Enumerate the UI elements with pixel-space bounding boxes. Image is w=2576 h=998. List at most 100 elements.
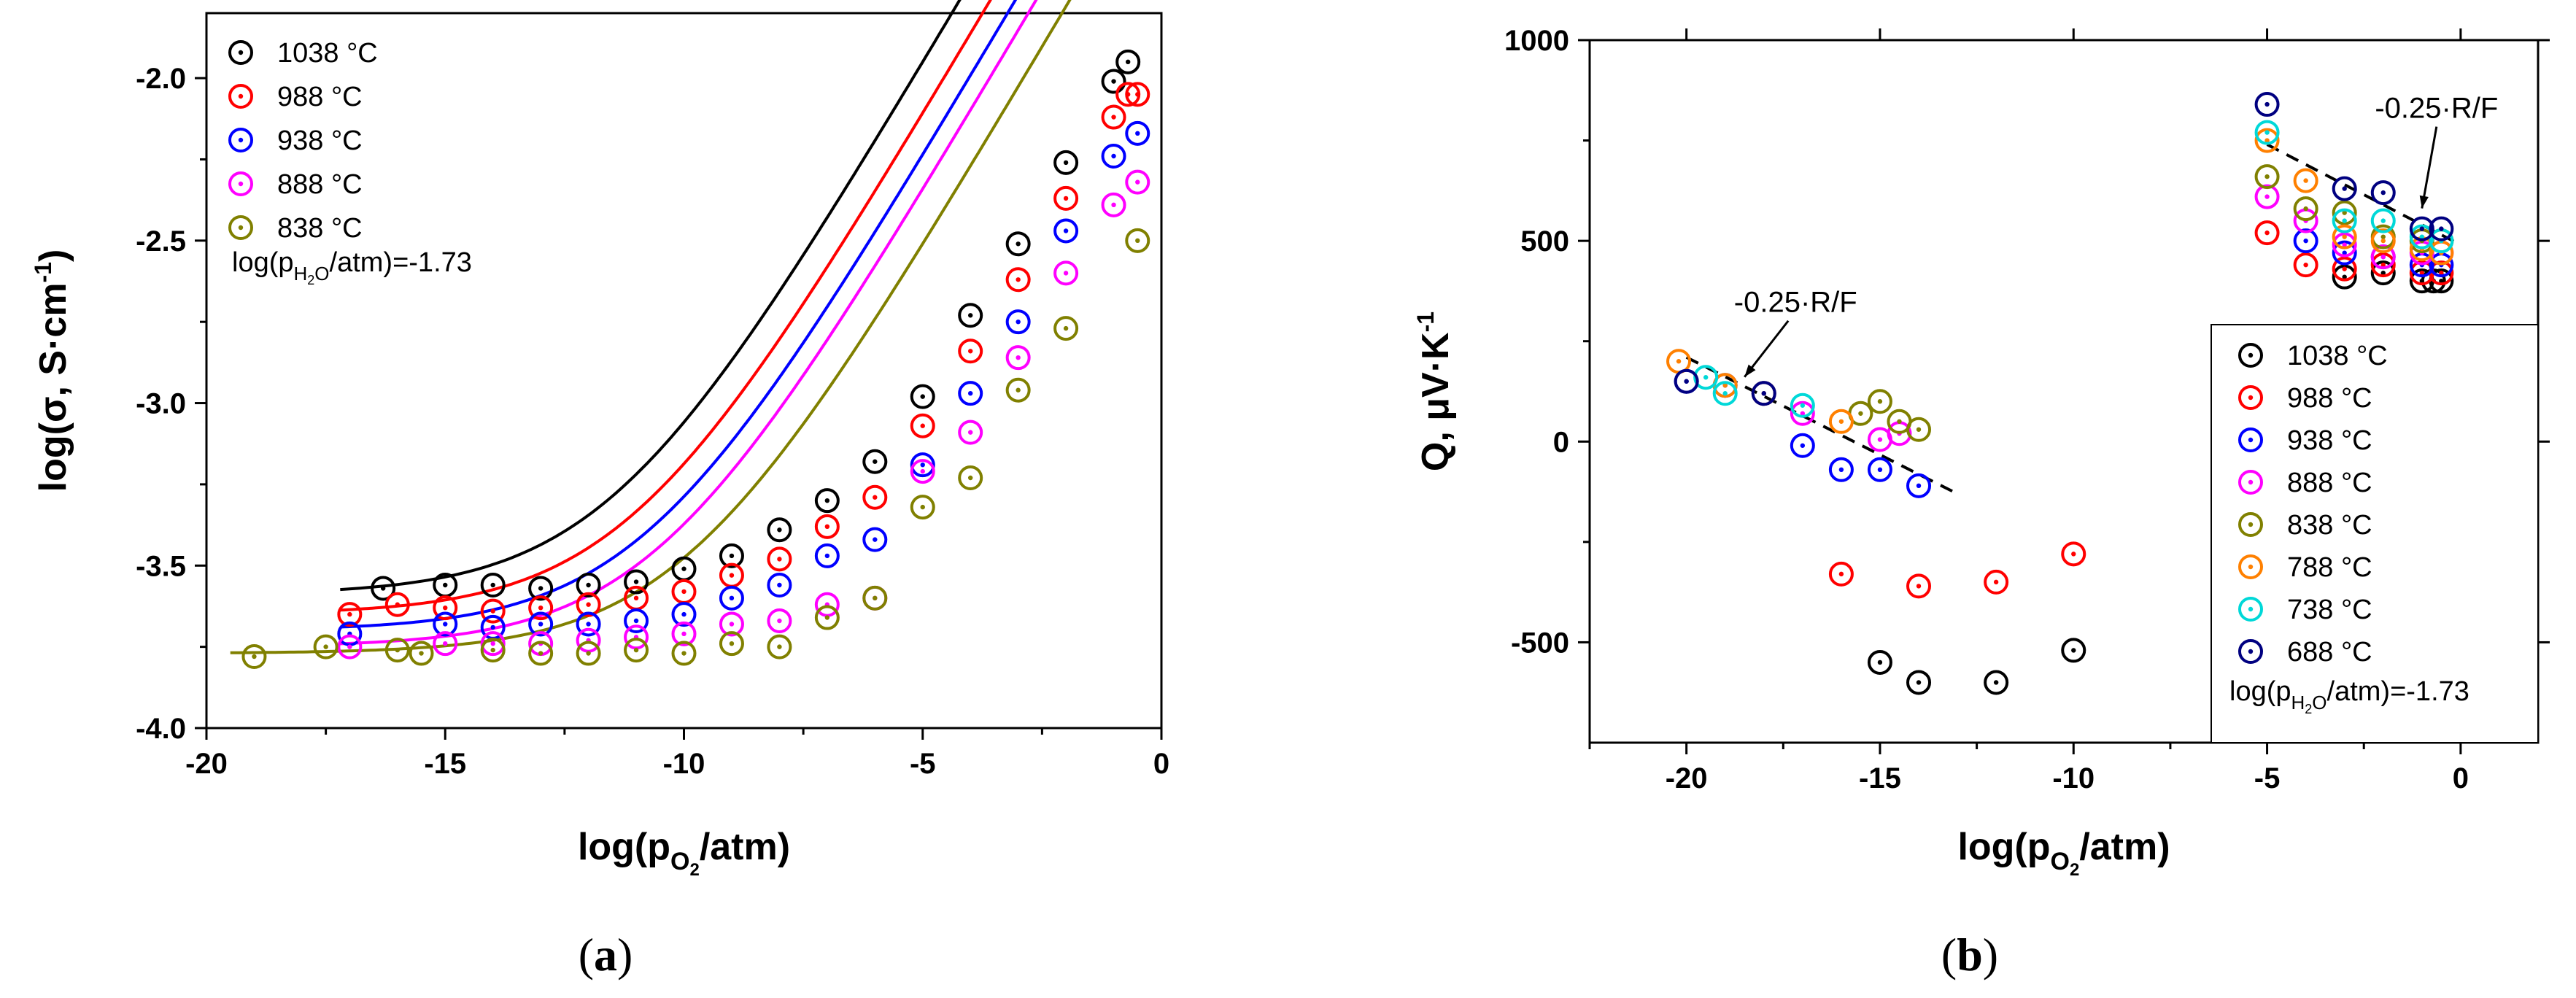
- data-point: [1053, 185, 1079, 211]
- data-point-ring: [1712, 381, 1738, 406]
- data-point: [767, 608, 792, 633]
- legend-label: 1038 °C: [2287, 341, 2388, 371]
- data-point: [1053, 260, 1079, 286]
- data-point-dot: [2380, 238, 2386, 244]
- data-point-dot: [2264, 174, 2270, 179]
- data-point-ring: [528, 576, 554, 601]
- data-point-ring: [1053, 185, 1079, 211]
- data-point-dot: [2264, 194, 2270, 199]
- data-point: [1674, 368, 1699, 394]
- data-point-dot: [2439, 226, 2444, 231]
- data-point-dot: [443, 641, 448, 646]
- data-point-ring: [814, 514, 840, 539]
- data-point: [862, 484, 888, 510]
- data-point-ring: [958, 465, 983, 490]
- data-point-ring: [409, 641, 434, 666]
- data-point-dot: [1916, 483, 1922, 489]
- data-point-ring: [958, 419, 983, 445]
- data-point-ring: [1101, 144, 1126, 169]
- data-point: [2332, 264, 2357, 290]
- data-point-ring: [480, 573, 506, 597]
- data-point: [814, 543, 840, 568]
- legend-marker-ring: [2238, 512, 2263, 537]
- data-point-dot: [1684, 379, 1689, 384]
- data-point: [624, 608, 649, 633]
- data-point-dot: [380, 586, 386, 591]
- data-point-dot: [538, 622, 544, 627]
- data-point-dot: [1761, 391, 1766, 396]
- data-point: [2332, 176, 2357, 201]
- legend-marker-ring: [2238, 428, 2263, 452]
- data-point: [1125, 228, 1150, 253]
- series-2: [337, 120, 1150, 646]
- data-point-ring: [1693, 365, 1719, 390]
- data-point-ring: [814, 543, 840, 568]
- data-point-dot: [2439, 270, 2444, 276]
- data-point-dot: [2264, 230, 2270, 236]
- data-point-dot: [1877, 399, 1883, 404]
- data-point: [958, 381, 983, 406]
- data-point-ring: [2254, 220, 2280, 246]
- data-point: [480, 631, 506, 657]
- data-point-ring: [371, 576, 396, 601]
- data-point-dot: [443, 582, 448, 588]
- x-tick-label: 0: [2453, 762, 2469, 794]
- data-point-ring: [2293, 196, 2318, 222]
- series-1: [337, 82, 1150, 627]
- data-point-dot: [2264, 130, 2270, 135]
- data-point-dot: [1722, 383, 1728, 388]
- slope-line-0: [1685, 355, 1958, 495]
- legend-label: 1038 °C: [277, 38, 378, 69]
- pH2O-annotation: log(pH2O/atm)=-1.73: [232, 247, 472, 287]
- data-point-dot: [1111, 153, 1116, 159]
- series-7: [1674, 92, 2454, 406]
- data-point-ring: [910, 413, 935, 438]
- data-point: [671, 641, 697, 666]
- data-point-dot: [2419, 270, 2425, 276]
- data-point-dot: [586, 582, 591, 588]
- legend-marker: [2238, 639, 2263, 664]
- data-point-ring: [767, 573, 792, 597]
- data-point-dot: [2303, 178, 2308, 183]
- data-point: [1906, 573, 1932, 599]
- legend-marker-dot: [238, 137, 244, 143]
- data-point: [862, 449, 888, 474]
- data-point-dot: [729, 641, 735, 646]
- data-point-dot: [1838, 419, 1844, 424]
- y-tick-label: 0: [1553, 426, 1569, 458]
- legend-marker: [228, 215, 253, 240]
- data-point: [1053, 218, 1079, 244]
- data-point: [528, 611, 554, 637]
- data-point: [1828, 561, 1854, 587]
- slope-label-1: -0.25·R/F: [2375, 93, 2498, 125]
- data-point-ring: [1790, 392, 1815, 418]
- y-tick-label: 500: [1520, 225, 1569, 258]
- data-point-ring: [1125, 169, 1150, 195]
- data-point-dot: [538, 651, 544, 656]
- data-point-dot: [252, 654, 257, 659]
- data-point-ring: [313, 634, 339, 659]
- data-point-ring: [576, 611, 601, 637]
- data-point-dot: [490, 582, 495, 588]
- legend-label: 888 °C: [2287, 468, 2372, 498]
- data-point: [1053, 150, 1079, 175]
- y-tick-label: -4.0: [136, 713, 186, 745]
- data-point: [2254, 220, 2280, 246]
- data-point-dot: [824, 498, 830, 503]
- data-point: [671, 579, 697, 604]
- data-point-ring: [480, 638, 506, 663]
- y-tick-label: 1000: [1504, 25, 1569, 57]
- x-tick-label: -15: [1859, 762, 1901, 794]
- chart-panel-b: -20 -15 -10 -5 0 1000 500 0 -500 log(pO2/atm) Q, μ…: [1412, 25, 2550, 980]
- data-point-dot: [2264, 101, 2270, 107]
- data-point: [2061, 541, 2086, 567]
- data-point-ring: [2370, 252, 2396, 278]
- data-point: [2370, 208, 2396, 233]
- data-point-dot: [490, 641, 495, 646]
- data-point: [2370, 252, 2396, 278]
- data-point: [1828, 409, 1854, 434]
- data-point-dot: [586, 622, 591, 627]
- legend-marker-dot: [2248, 352, 2254, 358]
- data-point-dot: [347, 611, 352, 617]
